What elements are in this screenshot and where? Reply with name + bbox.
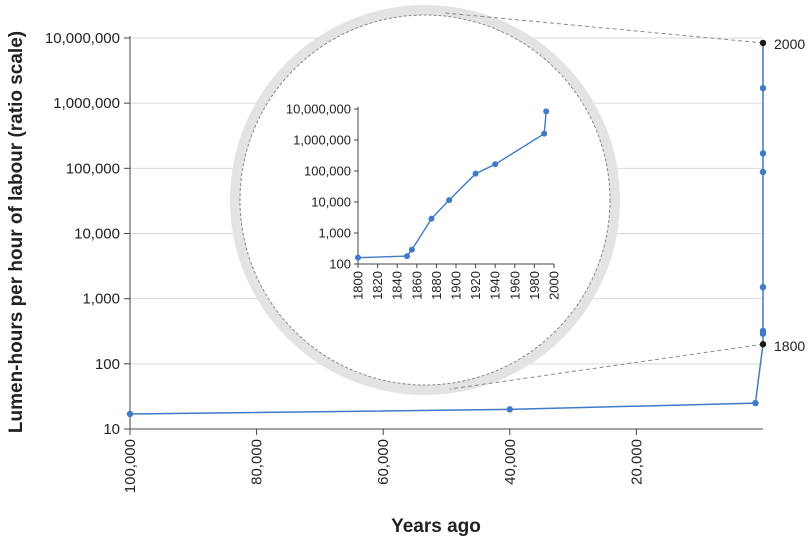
inset-y-tick-label: 100 xyxy=(329,257,351,272)
inset-x-tick-label: 2000 xyxy=(547,271,562,300)
main-y-tick-label: 10,000 xyxy=(74,226,120,243)
inset-x-tick-label: 1820 xyxy=(370,271,385,300)
inset-data-point xyxy=(492,161,499,168)
main-y-tick-label: 100,000 xyxy=(66,160,120,177)
inset-x-tick-label: 1840 xyxy=(390,271,405,300)
main-data-point xyxy=(759,168,767,176)
main-y-tick-label: 10,000,000 xyxy=(45,30,120,47)
connector-line-bottom xyxy=(449,343,764,390)
magnifier-circle xyxy=(230,5,620,395)
main-x-tick-label: 60,000 xyxy=(375,439,392,485)
inset-x-tick-label: 1880 xyxy=(429,271,444,300)
x-axis-title: Years ago xyxy=(391,516,481,537)
endpoint-label-1800: 1800 xyxy=(774,338,805,354)
main-y-tick-label: 10 xyxy=(103,421,120,438)
inset-data-point xyxy=(355,254,361,261)
main-data-point xyxy=(759,283,767,291)
zoom-connector-lines xyxy=(444,12,764,390)
magnifier-dashed-circle xyxy=(239,14,611,386)
main-data-point xyxy=(506,406,513,413)
main-y-tick-label: 1,000,000 xyxy=(53,95,120,112)
main-x-tick-label: 20,000 xyxy=(628,439,645,485)
main-series xyxy=(126,39,767,418)
inset-y-tick-label: 1,000,000 xyxy=(293,133,351,148)
main-data-point xyxy=(759,84,767,92)
main-data-point xyxy=(759,150,767,157)
main-endpoint-marker xyxy=(759,341,767,348)
main-y-tick-label: 100 xyxy=(95,356,120,373)
main-x-tick-label: 80,000 xyxy=(249,439,266,485)
inset-x-tick-label: 1980 xyxy=(527,271,542,300)
main-data-point xyxy=(126,410,134,418)
inset-x-tick-label: 1920 xyxy=(468,271,483,300)
main-x-tick-label: 40,000 xyxy=(502,439,519,485)
magnifier-ring xyxy=(230,5,620,395)
inset-data-point xyxy=(472,170,479,177)
inset-y-tick-label: 10,000,000 xyxy=(286,102,351,117)
y-axis-title: Lumen-hours per hour of labour (ratio sc… xyxy=(6,31,27,433)
inset-chart: 100 1,000 10,000 100,000 1,000,000 10,000,000… xyxy=(286,102,562,300)
main-endpoint-marker xyxy=(759,39,767,47)
inset-data-point xyxy=(408,246,415,253)
inset-x-tick-label: 1940 xyxy=(488,271,503,300)
inset-data-point xyxy=(541,130,548,137)
main-x-tick-label: 100,000 xyxy=(122,439,139,493)
inset-data-point xyxy=(428,215,435,222)
main-axes: 10 100 1,000 10,000 100,000 1,000,000 10,000,0… xyxy=(45,30,763,493)
inset-data-point xyxy=(446,197,453,204)
inset-x-tick-label: 1800 xyxy=(351,271,366,300)
connector-line-top xyxy=(444,12,764,44)
main-data-point xyxy=(752,399,759,407)
main-data-point xyxy=(759,330,767,337)
endpoint-label-2000: 2000 xyxy=(774,36,805,52)
inset-x-tick-label: 1900 xyxy=(449,271,464,300)
inset-data-point xyxy=(543,108,550,115)
inset-data-point xyxy=(404,253,410,260)
inset-y-tick-label: 10,000 xyxy=(311,195,351,210)
inset-y-tick-label: 1,000 xyxy=(318,226,351,241)
main-y-tick-label: 1,000 xyxy=(82,291,120,308)
inset-y-tick-label: 100,000 xyxy=(304,164,351,179)
inset-x-tick-label: 1860 xyxy=(409,271,424,300)
inset-x-tick-label: 1960 xyxy=(507,271,522,300)
